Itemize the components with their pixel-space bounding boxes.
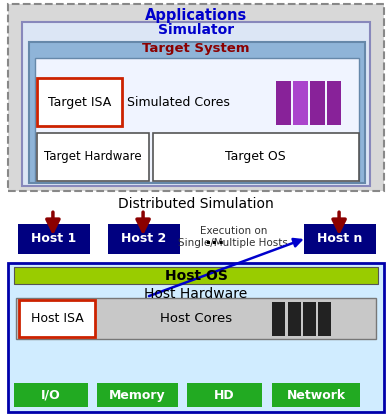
FancyBboxPatch shape <box>18 224 90 254</box>
FancyBboxPatch shape <box>293 81 308 125</box>
Text: Target OS: Target OS <box>225 150 286 163</box>
FancyBboxPatch shape <box>37 133 149 181</box>
FancyBboxPatch shape <box>288 302 301 336</box>
FancyBboxPatch shape <box>272 383 360 407</box>
FancyBboxPatch shape <box>318 302 331 336</box>
Text: Network: Network <box>287 389 346 402</box>
Text: Distributed Simulation: Distributed Simulation <box>118 197 274 211</box>
Text: Host Hardware: Host Hardware <box>144 287 248 301</box>
Text: Execution on
Single/Multiple Hosts: Execution on Single/Multiple Hosts <box>178 226 288 248</box>
Text: Host Cores: Host Cores <box>160 312 232 325</box>
Text: Target Hardware: Target Hardware <box>44 150 142 163</box>
Text: Memory: Memory <box>109 389 166 402</box>
FancyBboxPatch shape <box>327 81 341 125</box>
Text: Target System: Target System <box>142 42 250 55</box>
FancyBboxPatch shape <box>37 78 122 126</box>
FancyBboxPatch shape <box>19 300 95 337</box>
Text: Host ISA: Host ISA <box>31 312 83 325</box>
Text: Host 2: Host 2 <box>122 233 167 245</box>
Text: Host 1: Host 1 <box>31 233 76 245</box>
Text: Host OS: Host OS <box>165 268 227 283</box>
FancyBboxPatch shape <box>8 4 384 191</box>
FancyBboxPatch shape <box>22 22 370 186</box>
FancyBboxPatch shape <box>272 302 285 336</box>
FancyBboxPatch shape <box>108 224 180 254</box>
FancyBboxPatch shape <box>276 81 291 125</box>
Text: I/O: I/O <box>41 389 61 402</box>
FancyBboxPatch shape <box>304 224 376 254</box>
FancyBboxPatch shape <box>16 298 376 339</box>
Text: ...: ... <box>205 231 225 248</box>
FancyBboxPatch shape <box>8 263 384 412</box>
FancyBboxPatch shape <box>14 383 88 407</box>
Text: Target ISA: Target ISA <box>48 96 111 108</box>
Text: Host n: Host n <box>318 233 363 245</box>
Text: HD: HD <box>214 389 235 402</box>
FancyBboxPatch shape <box>303 302 316 336</box>
FancyBboxPatch shape <box>14 267 378 284</box>
FancyBboxPatch shape <box>29 42 365 183</box>
Text: Applications: Applications <box>145 8 247 23</box>
FancyBboxPatch shape <box>97 383 178 407</box>
FancyBboxPatch shape <box>310 81 325 125</box>
Text: Simulator: Simulator <box>158 23 234 37</box>
Text: Simulated Cores: Simulated Cores <box>127 96 230 108</box>
FancyBboxPatch shape <box>35 58 359 182</box>
FancyBboxPatch shape <box>153 133 359 181</box>
FancyBboxPatch shape <box>187 383 262 407</box>
